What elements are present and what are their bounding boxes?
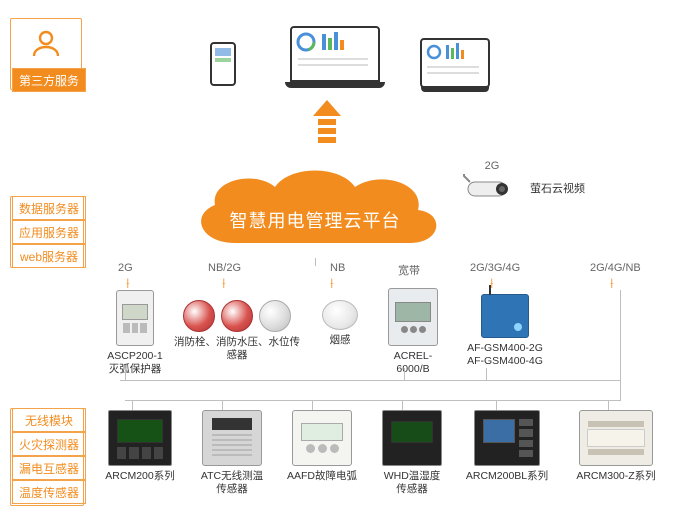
- server-label-0: 数据服务器: [12, 196, 86, 220]
- module-label-3: 温度传感器: [12, 480, 86, 504]
- module-text: 无线模块: [25, 412, 73, 429]
- device-caption: ACREL-6000/B: [378, 350, 448, 376]
- bus-line: [315, 258, 316, 266]
- upload-arrow-icon: [305, 100, 349, 143]
- person-icon: [28, 26, 64, 62]
- server-label-2: web服务器: [12, 244, 86, 268]
- module-label-0: 无线模块: [12, 408, 86, 432]
- camera-device: 2G: [462, 160, 522, 204]
- device-atc: ATC无线测温 传感器: [192, 410, 272, 496]
- device-caption: AF-GSM400-2G AF-GSM400-4G: [467, 342, 543, 368]
- bus-line: [496, 400, 497, 410]
- bus-line: [402, 400, 403, 410]
- uplink-0: 2G: [118, 262, 133, 274]
- device-caption: ATC无线测温 传感器: [201, 470, 263, 496]
- tablet-base: [421, 86, 489, 92]
- uplink-5: 2G/4G/NB: [590, 262, 641, 274]
- device-fire-sensors: 消防栓、消防水压、水位传感器: [172, 300, 302, 362]
- device-caption: 消防栓、消防水压、水位传感器: [172, 336, 302, 362]
- uplink-2: NB: [330, 262, 345, 274]
- wifi-icon: ⟊: [330, 276, 334, 290]
- module-label-1: 火灾探测器: [12, 432, 86, 456]
- bus-line: [486, 368, 487, 380]
- module-text: 温度传感器: [19, 484, 79, 501]
- uplink-3: 宽带: [398, 262, 420, 278]
- uplink-4: 2G/3G/4G: [470, 262, 520, 274]
- device-caption: 烟感: [330, 334, 351, 347]
- side-label-text: 第三方服务: [19, 72, 79, 89]
- device-ascp: ASCP200-1 灭弧保护器: [105, 290, 165, 376]
- bus-line: [222, 400, 223, 410]
- device-arcm200: ARCM200系列: [100, 410, 180, 483]
- bus-line: [404, 368, 405, 380]
- server-text: 应用服务器: [19, 224, 79, 241]
- module-text: 漏电互感器: [19, 460, 79, 477]
- server-label-1: 应用服务器: [12, 220, 86, 244]
- device-arcm200bl: ARCM200BL系列: [462, 410, 552, 483]
- camera-link-label: 2G: [485, 160, 500, 172]
- third-party-label: 第三方服务: [12, 68, 86, 92]
- server-text: 数据服务器: [19, 200, 79, 217]
- laptop-device: [285, 26, 385, 88]
- device-caption: ASCP200-1 灭弧保护器: [107, 350, 162, 376]
- tablet-device: [420, 38, 490, 88]
- bus-line: [132, 400, 133, 410]
- wifi-icon: ⟊: [610, 276, 614, 290]
- device-caption: ARCM200BL系列: [466, 470, 548, 483]
- device-smoke: 烟感: [315, 300, 365, 347]
- phone-device: [210, 42, 236, 86]
- bus-line: [120, 380, 620, 381]
- device-caption: ARCM200系列: [105, 470, 174, 483]
- device-whd: WHD温湿度 传感器: [372, 410, 452, 496]
- wifi-icon: ⟊: [222, 276, 226, 290]
- camera-label: 萤石云视频: [530, 180, 585, 196]
- bus-line: [608, 400, 609, 410]
- device-caption: ARCM300-Z系列: [576, 470, 655, 483]
- device-gsm400: AF-GSM400-2G AF-GSM400-4G: [460, 294, 550, 368]
- cloud-title: 智慧用电管理云平台: [180, 207, 450, 233]
- device-aafd: AAFD故障电弧: [282, 410, 362, 483]
- bus-line: [125, 368, 126, 380]
- device-caption: WHD温湿度 传感器: [384, 470, 441, 496]
- bus-line: [620, 290, 621, 400]
- server-text: web服务器: [20, 248, 78, 265]
- module-label-2: 漏电互感器: [12, 456, 86, 480]
- bus-line: [312, 400, 313, 410]
- device-acrel6000: ACREL-6000/B: [378, 288, 448, 376]
- uplink-1: NB/2G: [208, 262, 241, 274]
- device-caption: AAFD故障电弧: [287, 470, 357, 483]
- wifi-icon: ⟊: [126, 276, 130, 290]
- cloud-platform: 智慧用电管理云平台: [180, 165, 450, 260]
- device-arcm300z: ARCM300-Z系列: [568, 410, 664, 483]
- module-text: 火灾探测器: [19, 436, 79, 453]
- bus-line: [125, 400, 621, 401]
